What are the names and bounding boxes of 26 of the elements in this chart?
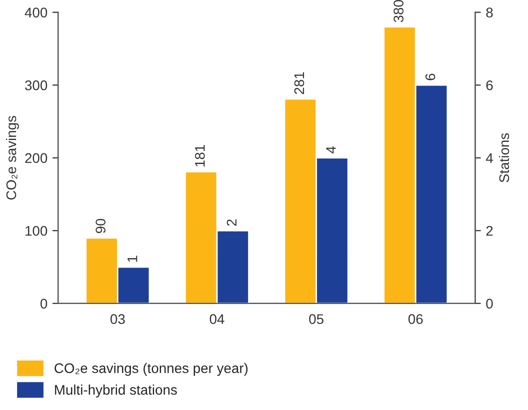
y-tick-label: 300 (25, 80, 48, 90)
y-tick-label: 0 (40, 298, 48, 309)
y2-tick-label: 0 (486, 298, 493, 309)
data-label: 90 (96, 218, 106, 234)
y2-tick-label: 6 (486, 80, 493, 90)
data-label: 6 (425, 74, 436, 80)
data-label: 181 (194, 145, 205, 166)
data-label: 1 (128, 256, 138, 262)
y-tick-label: 100 (26, 226, 48, 236)
data-label: 2 (226, 219, 236, 226)
x-tick-label: 03 (110, 314, 125, 324)
data-label: 4 (326, 146, 336, 154)
data-label: 281 (294, 72, 304, 94)
y-axis-title: CO₂e savings (6, 116, 19, 200)
y2-axis-title: Stations (498, 133, 510, 182)
x-tick-label: 05 (309, 314, 324, 324)
x-tick-label: 04 (210, 314, 224, 324)
y2-tick-label: 8 (486, 8, 493, 18)
y2-tick-label: 4 (486, 153, 493, 163)
legend-label: CO₂e savings (tonnes per year) (54, 362, 248, 376)
y2-tick-label: 2 (486, 226, 493, 236)
legend-label: Multi-hybrid stations (55, 384, 177, 398)
data-label: 380 (394, 0, 404, 22)
y-tick-label: 400 (24, 8, 48, 18)
y-tick-label: 200 (25, 153, 48, 164)
x-tick-label: 06 (408, 314, 423, 324)
